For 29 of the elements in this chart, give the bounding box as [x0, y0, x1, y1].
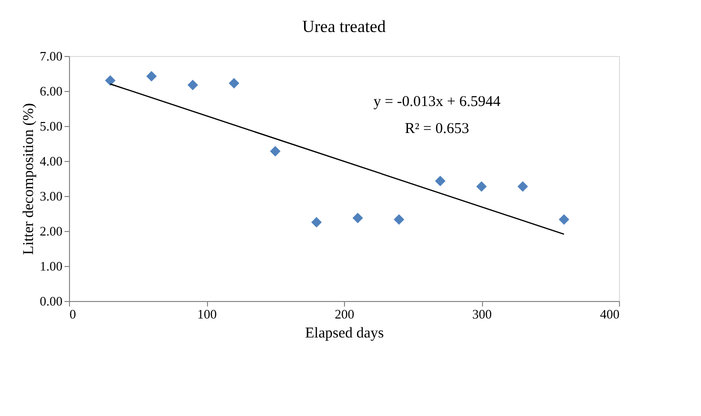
point [394, 214, 404, 225]
point [228, 78, 240, 89]
point [518, 181, 528, 192]
x-tick-label: 200 [334, 306, 354, 322]
annotation: R² = 0.653 [404, 121, 470, 137]
point [270, 146, 280, 156]
y-tick-label: 6.00 [40, 84, 62, 98]
y-tick-label: 5.00 [40, 118, 62, 134]
y-tick-label: 1.00 [40, 258, 62, 274]
y-tick-label: 4.00 [40, 154, 62, 168]
y-tick-label: 0.00 [40, 294, 62, 308]
y-tick-label: 2.00 [40, 224, 62, 238]
annotation: y = -0.013x + 6.5944 [374, 94, 501, 110]
y-axis-title: Litter decomposition (%) [20, 103, 37, 255]
x-tick-label: 400 [600, 306, 620, 322]
point [188, 80, 198, 90]
x-tick-label: 300 [472, 306, 492, 322]
x-axis-title: Elapsed days [305, 326, 384, 342]
y-tick-label: 3.00 [40, 188, 62, 204]
point [476, 181, 487, 192]
point [352, 212, 363, 224]
point [146, 71, 157, 82]
y-tick-label: 7.00 [40, 48, 62, 64]
point [435, 176, 446, 186]
chart-title: Urea treated [302, 17, 386, 36]
x-tick-label: 100 [197, 306, 217, 322]
point [558, 214, 570, 225]
point [311, 217, 322, 228]
x-tick-label: 0 [70, 306, 76, 322]
